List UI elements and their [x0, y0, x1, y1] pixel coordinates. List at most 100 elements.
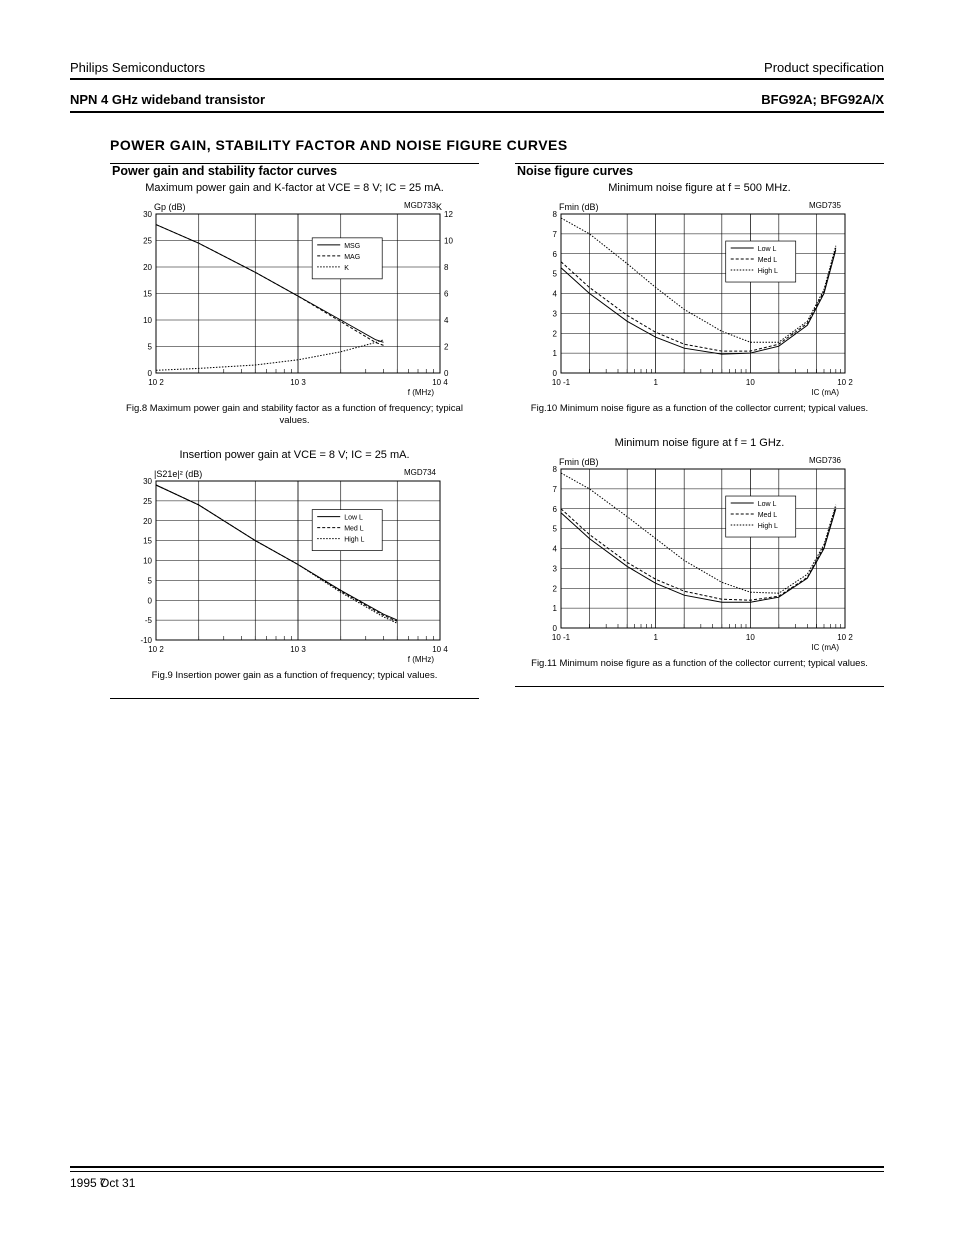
svg-text:10 -1: 10 -1	[551, 378, 570, 387]
svg-text:4: 4	[552, 544, 557, 553]
header-rule-bottom	[70, 111, 884, 113]
svg-text:f (MHz): f (MHz)	[407, 388, 434, 397]
part-number: BFG92A; BFG92A/X	[761, 92, 884, 107]
svg-text:4: 4	[552, 290, 557, 299]
svg-text:1: 1	[653, 633, 658, 642]
svg-text:7: 7	[552, 230, 557, 239]
svg-text:Med L: Med L	[757, 257, 777, 264]
svg-text:30: 30	[143, 477, 152, 486]
figure-11: Minimum noise figure at f = 1 GHz. 0 1 2 3 4…	[515, 437, 884, 670]
svg-text:5: 5	[147, 576, 152, 585]
svg-text:20: 20	[143, 263, 152, 272]
fig10-subhead: Minimum noise figure at f = 500 MHz.	[515, 182, 884, 194]
svg-text:High L: High L	[757, 268, 777, 275]
footer-page: 7	[99, 1176, 106, 1190]
svg-text:5: 5	[147, 343, 152, 352]
svg-text:MSG: MSG	[344, 243, 360, 250]
svg-text:2: 2	[552, 584, 557, 593]
svg-text:10: 10	[143, 316, 152, 325]
fig11-caption: Fig.11 Minimum noise figure as a functio…	[515, 658, 884, 670]
svg-text:1: 1	[653, 378, 658, 387]
svg-text:-10: -10	[140, 636, 152, 645]
svg-text:25: 25	[143, 237, 152, 246]
svg-text:8: 8	[552, 465, 557, 474]
svg-text:0: 0	[552, 624, 557, 633]
svg-text:0: 0	[444, 369, 449, 378]
svg-text:High L: High L	[344, 536, 364, 543]
svg-text:30: 30	[143, 210, 152, 219]
svg-text:IC (mA): IC (mA)	[811, 388, 839, 397]
footer-rule-2	[70, 1171, 884, 1172]
footer-rule-1	[70, 1166, 884, 1168]
figure-9: Insertion power gain at VCE = 8 V; IC = …	[110, 449, 479, 682]
svg-text:|S21e|² (dB): |S21e|² (dB)	[154, 469, 202, 479]
svg-text:10 4: 10 4	[432, 378, 448, 387]
svg-text:Low L: Low L	[344, 514, 363, 521]
svg-text:MAG: MAG	[344, 254, 360, 261]
svg-text:Low L: Low L	[757, 501, 776, 508]
company-name: Philips Semiconductors	[70, 60, 205, 75]
svg-text:10: 10	[143, 556, 152, 565]
svg-text:0: 0	[552, 369, 557, 378]
left-col-rule-bottom	[110, 698, 479, 699]
fig10-chart: 01234567810 -111010 2Fmin (dB)IC (mA)MGD…	[515, 196, 884, 401]
left-heading: Power gain and stability factor curves	[110, 164, 479, 178]
svg-text:8: 8	[444, 263, 449, 272]
svg-text:1: 1	[552, 349, 557, 358]
svg-text:4: 4	[444, 316, 449, 325]
svg-text:MGD733: MGD733	[403, 201, 436, 210]
fig9-chart: -10-505101520253010 210 310 4|S21e|² (dB…	[110, 463, 479, 668]
svg-text:8: 8	[552, 210, 557, 219]
svg-text:IC (mA): IC (mA)	[811, 643, 839, 652]
svg-text:5: 5	[552, 525, 557, 534]
page-header: Philips Semiconductors Product specifica…	[70, 60, 884, 113]
svg-text:K: K	[435, 202, 441, 212]
fig8-subhead: Maximum power gain and K-factor at VCE =…	[110, 182, 479, 194]
right-column: Noise figure curves Minimum noise figure…	[515, 163, 884, 699]
svg-text:10: 10	[745, 378, 754, 387]
svg-text:MGD736: MGD736	[808, 456, 841, 465]
fig9-caption: Fig.9 Insertion power gain as a function…	[110, 670, 479, 682]
svg-text:0: 0	[147, 369, 152, 378]
svg-text:10 -1: 10 -1	[551, 633, 570, 642]
fig8-caption: Fig.8 Maximum power gain and stability f…	[110, 403, 479, 427]
svg-text:f (MHz): f (MHz)	[407, 655, 434, 664]
right-heading: Noise figure curves	[515, 164, 884, 178]
svg-text:MGD734: MGD734	[403, 468, 436, 477]
svg-text:6: 6	[552, 505, 557, 514]
svg-text:Fmin (dB): Fmin (dB)	[559, 457, 599, 467]
svg-text:6: 6	[552, 250, 557, 259]
svg-text:10: 10	[745, 633, 754, 642]
left-column: Power gain and stability factor curves M…	[110, 163, 479, 699]
svg-text:0: 0	[147, 596, 152, 605]
svg-text:10 3: 10 3	[290, 378, 306, 387]
fig9-subhead: Insertion power gain at VCE = 8 V; IC = …	[110, 449, 479, 461]
columns: Power gain and stability factor curves M…	[110, 163, 884, 699]
svg-text:3: 3	[552, 564, 557, 573]
svg-text:10 4: 10 4	[432, 645, 448, 654]
svg-text:10 2: 10 2	[837, 378, 853, 387]
header-rule-top	[70, 78, 884, 80]
svg-text:10 2: 10 2	[148, 378, 164, 387]
page-footer: 1995 Oct 31 7	[70, 1166, 884, 1190]
svg-text:12: 12	[444, 210, 453, 219]
svg-text:Fmin (dB): Fmin (dB)	[559, 202, 599, 212]
svg-text:10 2: 10 2	[148, 645, 164, 654]
svg-text:10 3: 10 3	[290, 645, 306, 654]
svg-text:MGD735: MGD735	[808, 201, 841, 210]
svg-text:25: 25	[143, 497, 152, 506]
doc-type: Product specification	[764, 60, 884, 75]
svg-text:10: 10	[444, 237, 453, 246]
svg-text:5: 5	[552, 270, 557, 279]
fig11-subhead: Minimum noise figure at f = 1 GHz.	[515, 437, 884, 449]
svg-text:Med L: Med L	[344, 525, 364, 532]
figure-10: Minimum noise figure at f = 500 MHz. 012…	[515, 182, 884, 415]
svg-text:Gp (dB): Gp (dB)	[154, 202, 186, 212]
svg-text:15: 15	[143, 290, 152, 299]
svg-text:High L: High L	[757, 523, 777, 530]
svg-text:10 2: 10 2	[837, 633, 853, 642]
svg-text:20: 20	[143, 517, 152, 526]
fig11-chart: 01234567810 -111010 2Fmin (dB)IC (mA)MGD…	[515, 451, 884, 656]
svg-text:1: 1	[552, 604, 557, 613]
svg-text:15: 15	[143, 536, 152, 545]
